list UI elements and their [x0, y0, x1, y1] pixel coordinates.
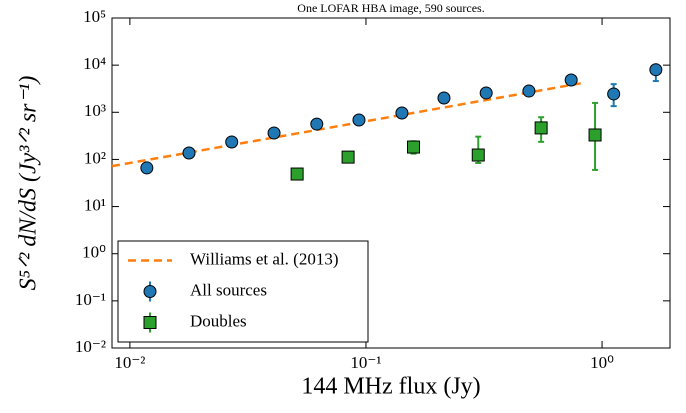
data-point	[522, 84, 536, 98]
legend-marker	[143, 285, 157, 298]
data-point	[341, 150, 355, 164]
legend-marker	[143, 316, 157, 329]
data-point	[182, 146, 196, 160]
data-point	[407, 140, 421, 154]
x-tick-label: 10⁻¹	[350, 353, 381, 372]
legend-label: Doubles	[190, 311, 247, 330]
data-point	[649, 63, 663, 77]
data-point	[267, 126, 281, 140]
data-point	[290, 167, 304, 181]
plot-frame	[111, 17, 671, 349]
chart-title: One LOFAR HBA image, 590 sources.	[297, 1, 484, 15]
y-tick-label: 10²	[84, 148, 106, 167]
data-point	[140, 161, 154, 175]
y-tick-label: 10⁴	[83, 54, 106, 73]
y-tick-label: 10⁵	[83, 7, 106, 26]
data-point	[395, 106, 409, 120]
legend-label: All sources	[190, 280, 267, 299]
x-tick-label: 10⁻²	[114, 353, 145, 372]
data-point	[225, 135, 239, 149]
legend-label: Williams et al. (2013)	[190, 249, 339, 268]
data-point	[352, 113, 366, 127]
data-point	[310, 117, 324, 131]
y-tick-label: 10⁻²	[75, 337, 106, 356]
x-tick-label: 10⁰	[590, 353, 614, 372]
data-point	[471, 148, 485, 162]
x-axis-label: 144 MHz flux (Jy)	[301, 374, 480, 400]
data-point	[534, 121, 548, 135]
y-tick-label: 10⁻¹	[75, 290, 106, 309]
data-point	[588, 128, 602, 142]
y-tick-label: 10⁰	[82, 243, 106, 262]
y-axis-label: S⁵ᐟ² dN/dS (Jy³ᐟ² sr⁻¹)	[16, 76, 42, 291]
data-point	[437, 91, 451, 105]
data-point	[479, 86, 493, 100]
data-point	[607, 87, 621, 101]
data-point	[564, 73, 578, 87]
legend-box	[117, 240, 369, 343]
y-tick-label: 10¹	[84, 195, 106, 214]
y-tick-label: 10³	[84, 101, 106, 120]
